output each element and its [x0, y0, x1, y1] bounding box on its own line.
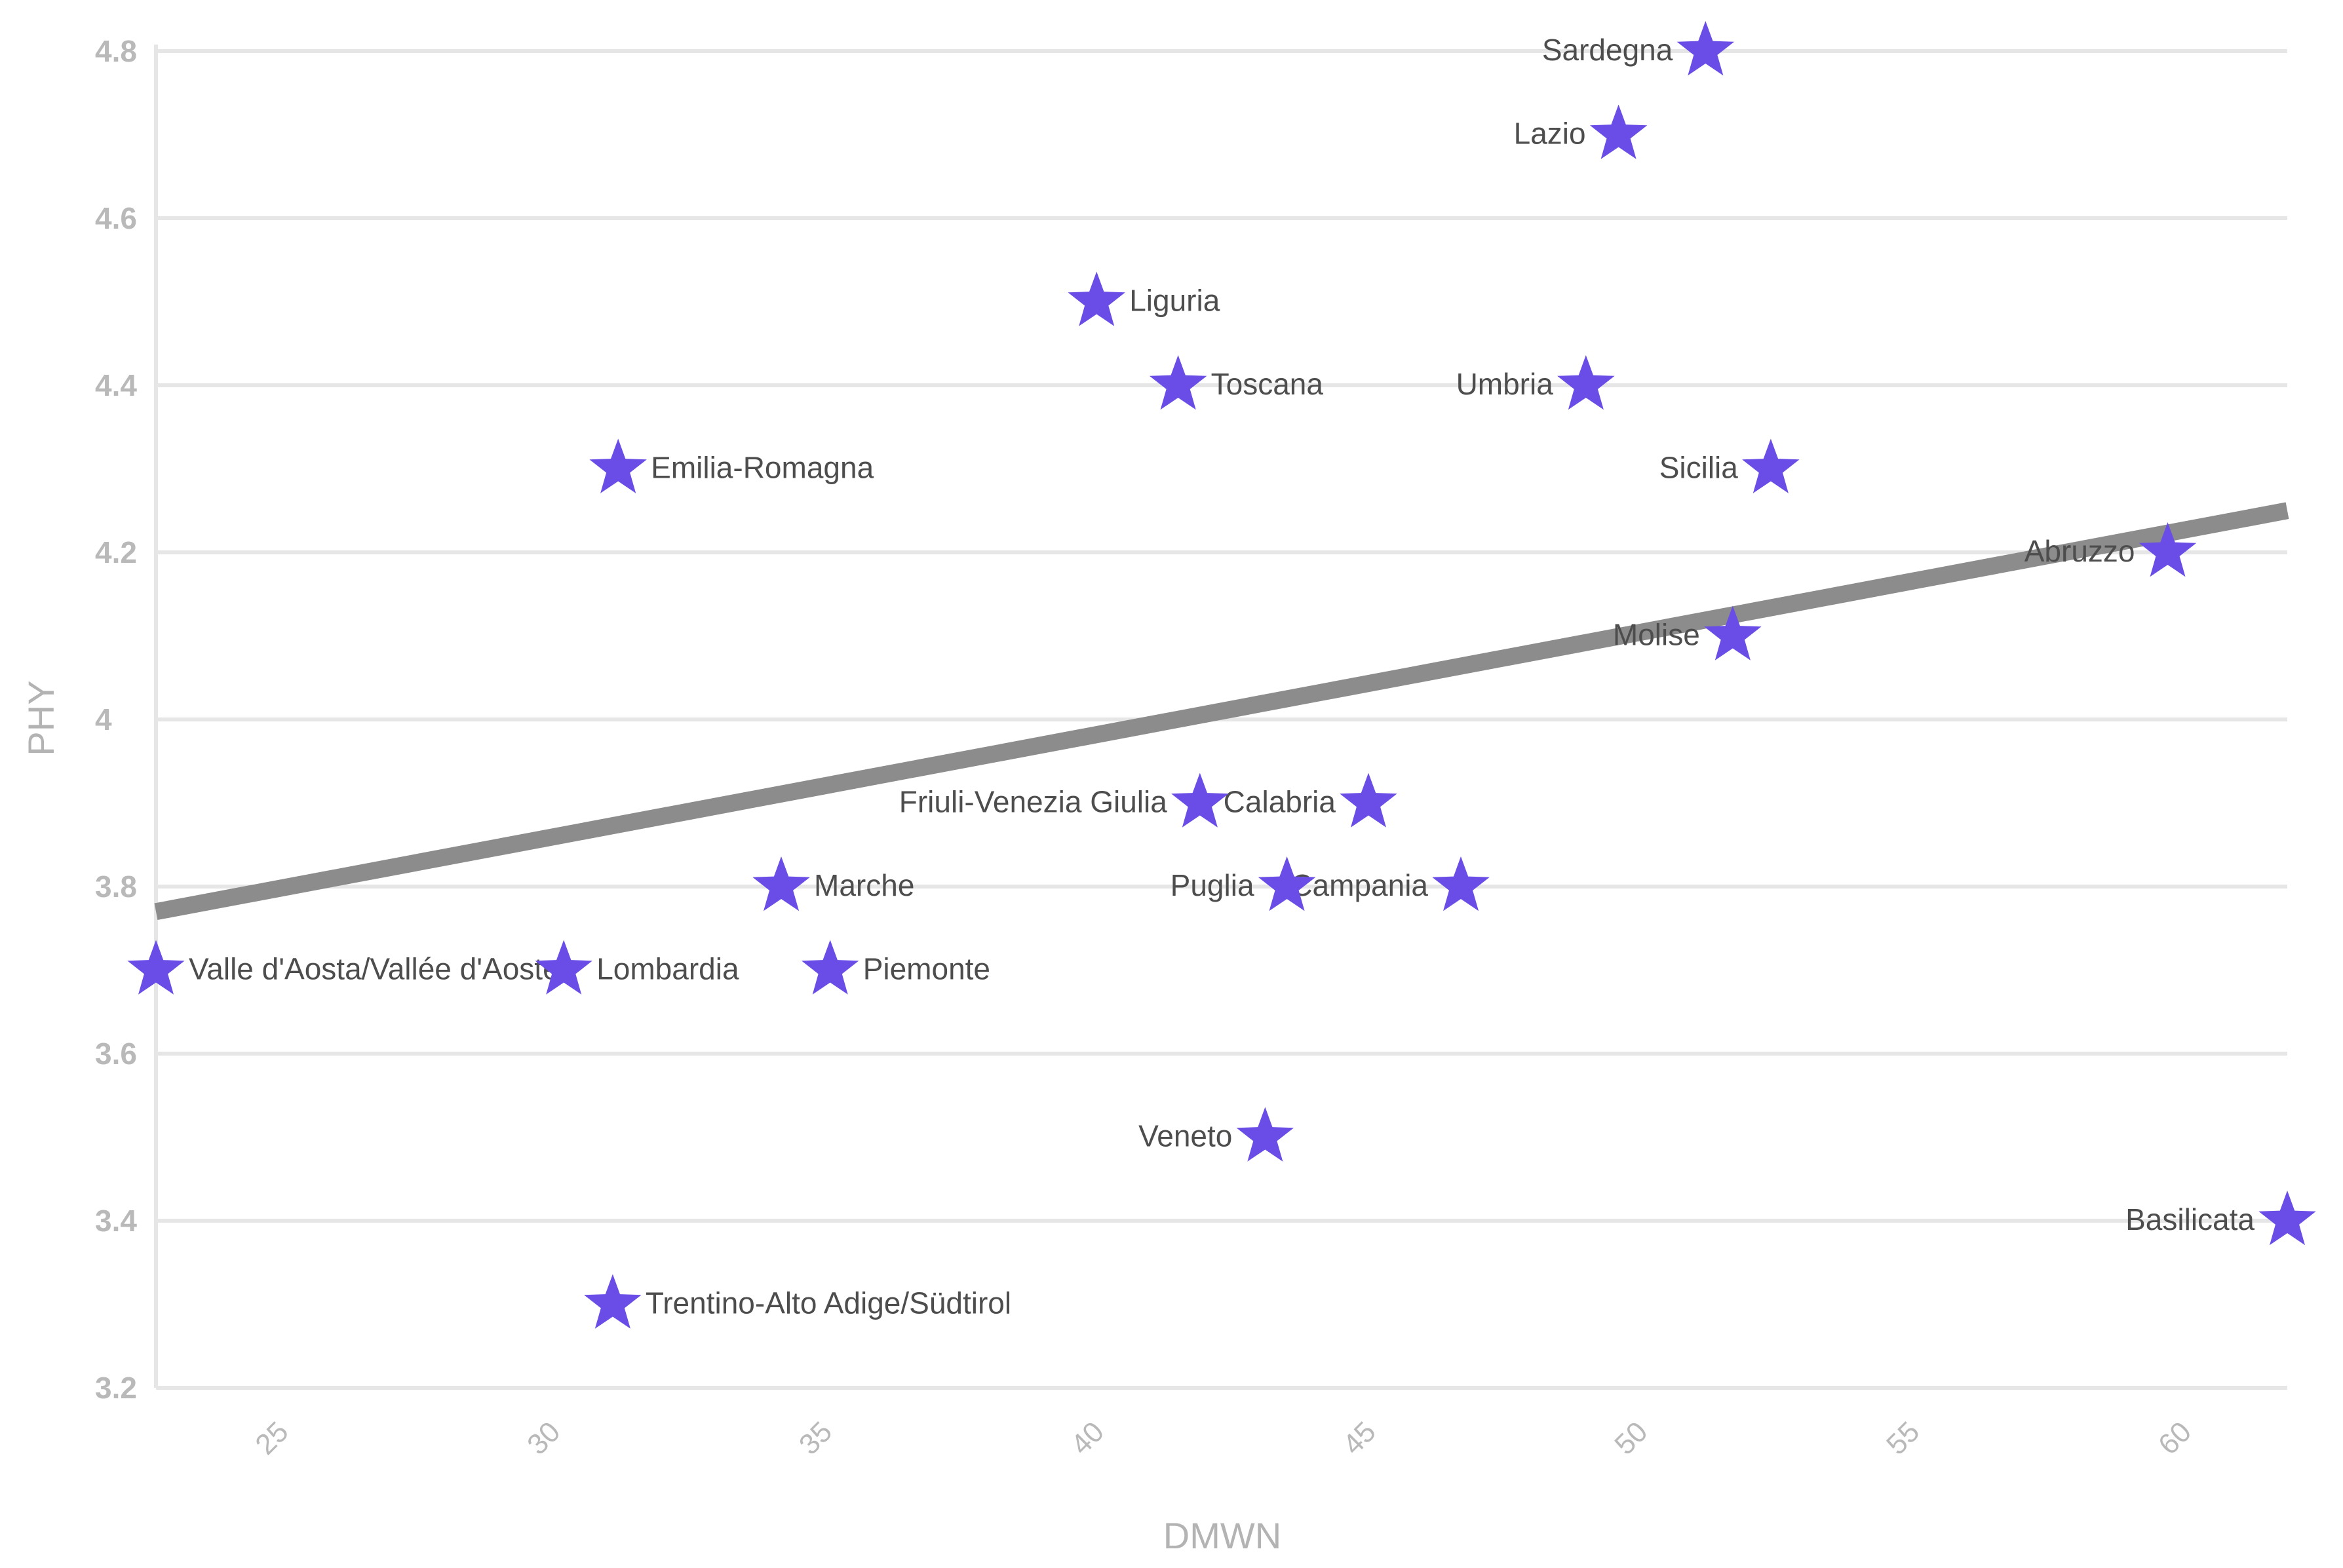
star-marker	[1258, 856, 1316, 911]
trendline-layer	[154, 502, 2289, 921]
y-tick-label: 4.4	[95, 368, 137, 402]
y-tick-label: 3.2	[95, 1371, 137, 1405]
point-label: Sardegna	[1542, 33, 1673, 67]
point-label: Campania	[1290, 868, 1428, 902]
point-label: Umbria	[1456, 367, 1554, 401]
point-label: Trentino-Alto Adige/Südtirol	[646, 1286, 1011, 1320]
point-label: Calabria	[1224, 785, 1336, 819]
star-marker	[1589, 104, 1648, 159]
star-marker	[584, 1274, 642, 1329]
point-label: Lazio	[1514, 117, 1586, 151]
data-points	[127, 21, 2316, 1329]
star-marker	[1149, 355, 1207, 410]
x-tick-label: 35	[793, 1415, 838, 1461]
point-label: Puglia	[1171, 868, 1254, 902]
star-marker	[1432, 856, 1490, 911]
x-tick-label: 55	[1880, 1415, 1926, 1461]
star-marker	[1557, 355, 1615, 410]
point-label: Valle d'Aosta/Vallée d'Aoste	[189, 952, 560, 986]
y-axis-title: PHY	[20, 680, 62, 755]
star-marker	[535, 940, 592, 995]
y-tick-label: 4.8	[95, 34, 137, 68]
point-label: Emilia-Romagna	[651, 451, 874, 485]
point-label: Molise	[1613, 618, 1700, 652]
x-axis-title: DMWN	[1163, 1515, 1281, 1556]
trendline	[154, 502, 2289, 921]
point-label: Friuli-Venezia Giulia	[899, 785, 1167, 819]
star-marker	[1704, 605, 1762, 660]
star-marker	[752, 856, 810, 911]
star-marker	[1068, 271, 1125, 326]
y-tick-label: 4.6	[95, 201, 137, 235]
point-label: Toscana	[1211, 367, 1324, 401]
point-label: Lombardia	[596, 952, 739, 986]
star-marker	[801, 940, 859, 995]
x-tick-label: 60	[2152, 1415, 2198, 1461]
point-label: Liguria	[1129, 284, 1220, 318]
y-tick-label: 3.8	[95, 870, 137, 904]
star-marker	[2258, 1191, 2316, 1246]
point-label: Basilicata	[2125, 1202, 2255, 1236]
star-marker	[1676, 21, 1735, 76]
star-marker	[1236, 1107, 1294, 1162]
point-label: Piemonte	[863, 952, 990, 986]
x-tick-label: 50	[1608, 1415, 1654, 1461]
star-marker	[1340, 773, 1397, 828]
y-tick-label: 3.4	[95, 1204, 137, 1238]
star-marker	[1742, 438, 1800, 493]
x-tick-label: 30	[521, 1415, 566, 1461]
x-tick-label: 45	[1337, 1415, 1382, 1461]
x-axis-ticks: 25 30 35 40 45 50 55 60	[249, 1415, 2198, 1461]
x-tick-label: 25	[249, 1415, 294, 1461]
point-label: Sicilia	[1659, 451, 1739, 485]
y-tick-label: 3.6	[95, 1037, 137, 1071]
point-label: Marche	[814, 868, 914, 902]
star-marker	[2139, 522, 2197, 577]
point-label: Abruzzo	[2024, 534, 2135, 568]
x-tick-label: 40	[1065, 1415, 1110, 1461]
y-tick-label: 4.2	[95, 535, 137, 569]
star-marker	[127, 940, 185, 995]
point-labels: Sardegna Lazio Liguria Toscana Umbria Emilia-…	[189, 33, 2255, 1320]
star-marker	[1171, 773, 1229, 828]
star-marker	[589, 438, 647, 493]
point-label: Veneto	[1138, 1119, 1232, 1153]
y-axis-ticks: 3.2 3.4 3.6 3.8 4 4.2 4.4 4.6 4.8	[95, 34, 137, 1405]
y-tick-label: 4	[95, 702, 112, 736]
